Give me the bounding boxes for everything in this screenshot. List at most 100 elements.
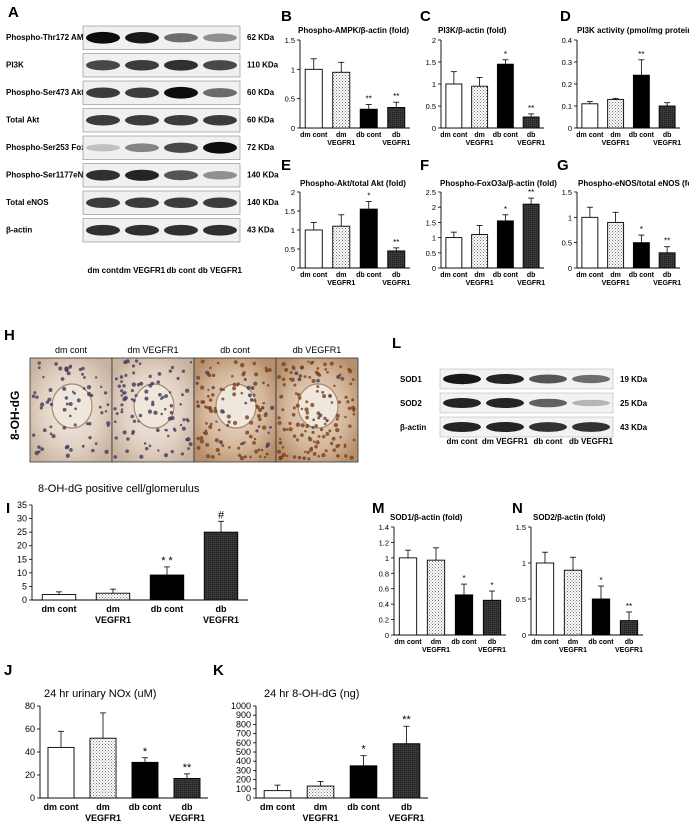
cell-nucleus bbox=[317, 416, 321, 420]
panel-label-h: H bbox=[4, 327, 15, 344]
cell-nucleus bbox=[324, 368, 328, 371]
cell-nucleus bbox=[335, 444, 340, 449]
cell-nucleus bbox=[252, 393, 256, 397]
x-category-label: dm VEGFR1 bbox=[327, 272, 355, 287]
bar bbox=[581, 103, 599, 129]
cell-nucleus bbox=[233, 360, 238, 365]
bar bbox=[131, 761, 159, 799]
cell-nucleus bbox=[255, 404, 259, 408]
cell-nucleus bbox=[257, 425, 261, 428]
y-tick-label: 1.5 bbox=[516, 523, 526, 532]
cell-nucleus bbox=[170, 365, 175, 370]
bar bbox=[471, 234, 489, 269]
blot-band bbox=[203, 33, 237, 42]
cell-nucleus bbox=[347, 406, 352, 411]
blot-row: Phospho-Ser253 FoxO3a 72 KDa bbox=[6, 135, 275, 160]
cell-nucleus bbox=[244, 415, 250, 420]
y-tick-label: 35 bbox=[17, 500, 27, 510]
cell-nucleus bbox=[64, 445, 69, 450]
cell-nucleus bbox=[69, 447, 73, 452]
blot-row: Total eNOS 140 KDa bbox=[6, 190, 279, 215]
cell-nucleus bbox=[264, 366, 268, 370]
bar bbox=[535, 562, 555, 636]
cell-nucleus bbox=[312, 452, 317, 456]
cell-nucleus bbox=[139, 454, 144, 459]
x-category-label: db cont bbox=[129, 802, 162, 812]
bar bbox=[306, 785, 335, 799]
bar-chart-i: 8-OH-dG positive cell/glomerulus 0 5 10 15 20… bbox=[17, 483, 248, 625]
histology-panel-h: 8-OH-dG dm cont dm VEGFR1 db cont db VEGFR1 bbox=[8, 345, 359, 463]
cell-nucleus bbox=[282, 383, 286, 387]
histology-title: dm VEGFR1 bbox=[127, 345, 178, 355]
bar bbox=[332, 71, 351, 129]
cell-nucleus bbox=[260, 406, 265, 410]
cell-nucleus bbox=[336, 455, 340, 458]
blot-band bbox=[164, 86, 198, 99]
y-tick-label: 40 bbox=[25, 747, 35, 757]
cell-nucleus bbox=[216, 361, 220, 365]
cell-nucleus bbox=[262, 381, 265, 385]
cell-nucleus bbox=[304, 450, 307, 454]
significance-marker: ** bbox=[393, 238, 399, 247]
histology-title: db VEGFR1 bbox=[293, 345, 342, 355]
cell-nucleus bbox=[119, 375, 124, 379]
bar bbox=[632, 242, 650, 269]
cell-nucleus bbox=[155, 428, 160, 433]
cell-nucleus bbox=[336, 374, 341, 379]
blot-band bbox=[86, 87, 120, 98]
y-tick-label: 1 bbox=[385, 554, 389, 563]
cell-nucleus bbox=[305, 423, 310, 428]
cell-nucleus bbox=[37, 445, 41, 449]
blot-band bbox=[572, 399, 610, 407]
cell-nucleus bbox=[291, 366, 296, 371]
cell-nucleus bbox=[232, 420, 238, 426]
y-tick-label: 5 bbox=[22, 581, 27, 591]
cell-nucleus bbox=[277, 449, 281, 454]
cell-nucleus bbox=[168, 391, 172, 394]
y-tick-label: 60 bbox=[25, 724, 35, 734]
cell-nucleus bbox=[78, 367, 83, 372]
cell-nucleus bbox=[215, 447, 220, 453]
x-category-label: dm cont bbox=[300, 132, 328, 139]
panel-label-g: G bbox=[557, 157, 569, 174]
cell-nucleus bbox=[42, 428, 47, 433]
blot-strip bbox=[82, 218, 241, 243]
blot-band bbox=[86, 224, 120, 236]
cell-nucleus bbox=[262, 425, 267, 430]
cell-nucleus bbox=[91, 448, 95, 453]
cell-nucleus bbox=[311, 378, 316, 383]
cell-nucleus bbox=[130, 414, 135, 419]
cell-nucleus bbox=[206, 454, 211, 459]
blot-row-label: SOD2 bbox=[400, 399, 422, 408]
cell-nucleus bbox=[115, 412, 119, 416]
bar bbox=[47, 746, 75, 799]
cell-nucleus bbox=[297, 455, 302, 460]
significance-marker: * bbox=[504, 205, 507, 214]
y-tick-label: 0 bbox=[291, 124, 295, 133]
bar bbox=[304, 68, 323, 129]
cell-nucleus bbox=[236, 382, 240, 386]
blot-band bbox=[164, 142, 198, 153]
blot-row-label: β-actin bbox=[6, 226, 32, 235]
blot-size-label: 60 KDa bbox=[247, 88, 275, 97]
cell-nucleus bbox=[60, 377, 65, 381]
cell-nucleus bbox=[144, 389, 149, 394]
cell-nucleus bbox=[332, 448, 336, 452]
blot-band bbox=[164, 170, 198, 181]
blot-strip bbox=[82, 53, 241, 78]
cell-nucleus bbox=[281, 452, 286, 457]
cell-nucleus bbox=[76, 398, 81, 403]
cell-nucleus bbox=[49, 432, 53, 436]
cell-nucleus bbox=[351, 398, 355, 402]
significance-marker: ** bbox=[366, 95, 372, 104]
cell-nucleus bbox=[328, 394, 332, 398]
blot-band bbox=[203, 141, 237, 154]
bar-chart-n: SOD2/β-actin (fold) 0 0.5 1 1.5 dm cont dm VEGF… bbox=[516, 513, 644, 654]
cell-nucleus bbox=[317, 454, 321, 458]
cell-nucleus bbox=[247, 393, 252, 398]
y-tick-label: 0.5 bbox=[516, 595, 526, 604]
blot-band bbox=[164, 197, 198, 208]
blot-row-label: SOD1 bbox=[400, 375, 422, 384]
cell-nucleus bbox=[132, 419, 137, 423]
cell-nucleus bbox=[209, 422, 213, 426]
